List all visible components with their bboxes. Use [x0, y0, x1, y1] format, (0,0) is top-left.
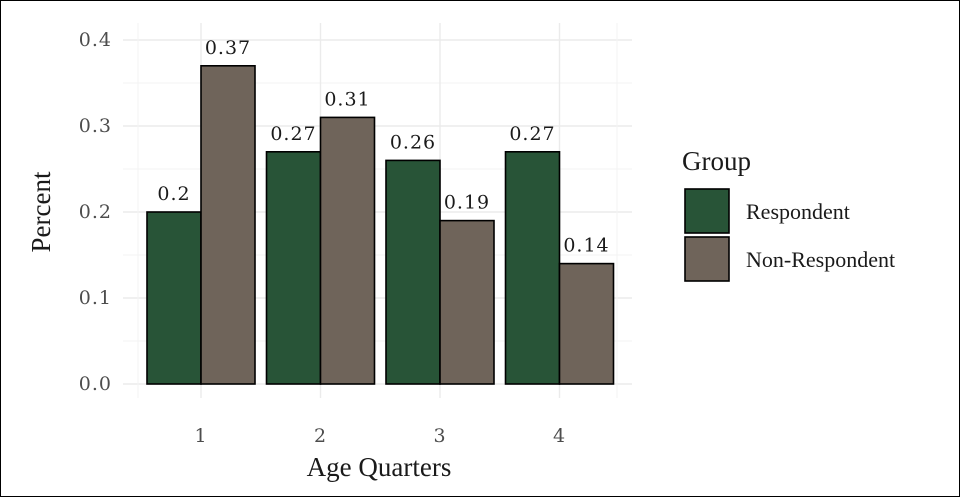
- bar-respondent: [385, 159, 441, 385]
- y-tick-label: 0.1: [79, 287, 112, 309]
- x-tick-label: 1: [194, 425, 207, 447]
- x-tick-label: 3: [433, 425, 446, 447]
- y-tick-label: 0.0: [79, 373, 112, 395]
- bar-non-respondent: [558, 262, 615, 385]
- x-tick-labels: 1 2 3 4: [194, 425, 566, 447]
- data-label: 0.19: [444, 192, 490, 214]
- legend-title: Group: [682, 146, 751, 176]
- bar-non-respondent: [200, 65, 256, 385]
- x-tick-label: 4: [553, 425, 566, 447]
- data-labels: 0.2 0.27 0.26 0.27 0.37 0.31 0.19 0.14: [157, 37, 609, 257]
- bar-non-respondent: [439, 219, 495, 385]
- y-tick-labels: 0.0 0.1 0.2 0.3 0.4: [79, 29, 112, 395]
- y-axis-title: Percent: [26, 171, 56, 252]
- data-label: 0.27: [270, 123, 316, 145]
- bar-non-respondent: [319, 116, 376, 385]
- bar-respondent: [146, 211, 202, 385]
- legend-swatch: [684, 236, 730, 282]
- x-tick-label: 2: [314, 425, 327, 447]
- bar-respondent: [504, 151, 561, 385]
- data-label: 0.31: [324, 88, 370, 110]
- data-label: 0.26: [390, 131, 436, 153]
- data-label: 0.14: [563, 235, 609, 257]
- legend-label: Respondent: [746, 199, 850, 224]
- y-tick-label: 0.4: [79, 29, 112, 51]
- y-tick-label: 0.3: [79, 115, 112, 137]
- bars: [146, 65, 615, 385]
- legend-swatch: [684, 188, 730, 234]
- legend-label: Non-Respondent: [746, 247, 895, 272]
- data-label: 0.2: [157, 183, 190, 205]
- bar-respondent: [265, 151, 322, 385]
- data-label: 0.27: [509, 123, 555, 145]
- data-label: 0.37: [205, 37, 251, 59]
- y-tick-label: 0.2: [79, 201, 112, 223]
- x-axis-title: Age Quarters: [307, 452, 452, 482]
- legend: Group Respondent Non-Respondent: [682, 146, 895, 282]
